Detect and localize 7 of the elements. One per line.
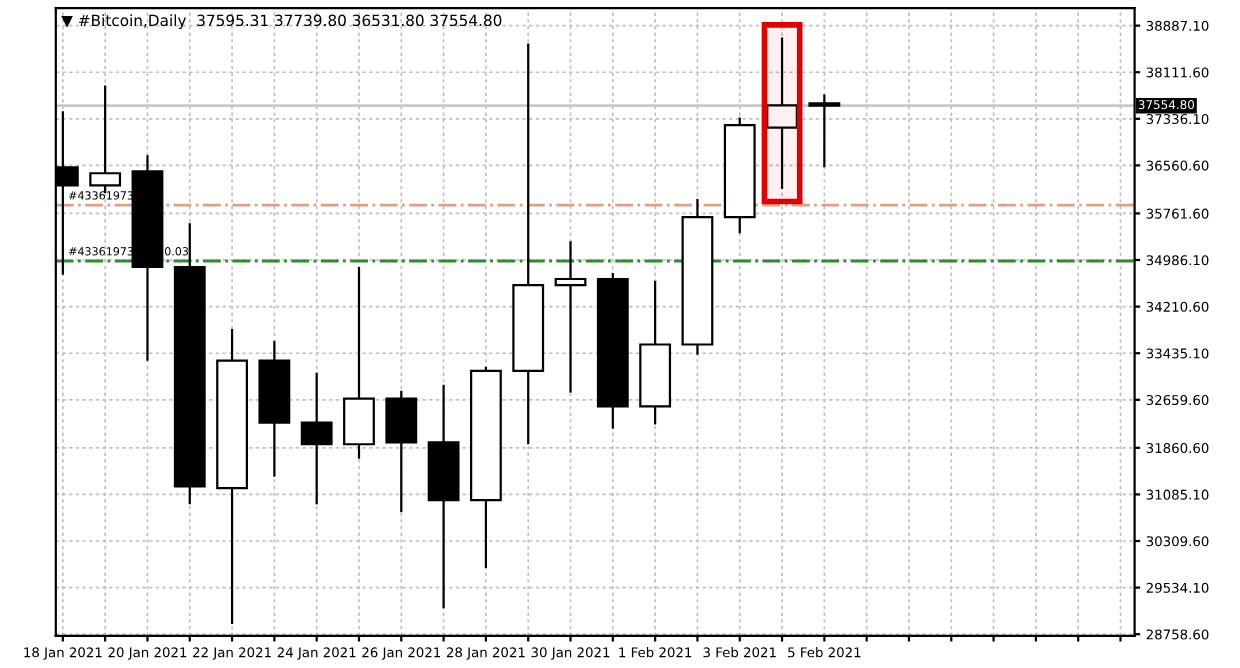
candlestick (343, 265, 375, 460)
candlestick (766, 36, 798, 190)
candlestick (300, 371, 333, 506)
candlestick (554, 240, 587, 394)
candlestick (385, 389, 418, 514)
candlestick (808, 93, 841, 169)
candlestick (89, 84, 122, 195)
